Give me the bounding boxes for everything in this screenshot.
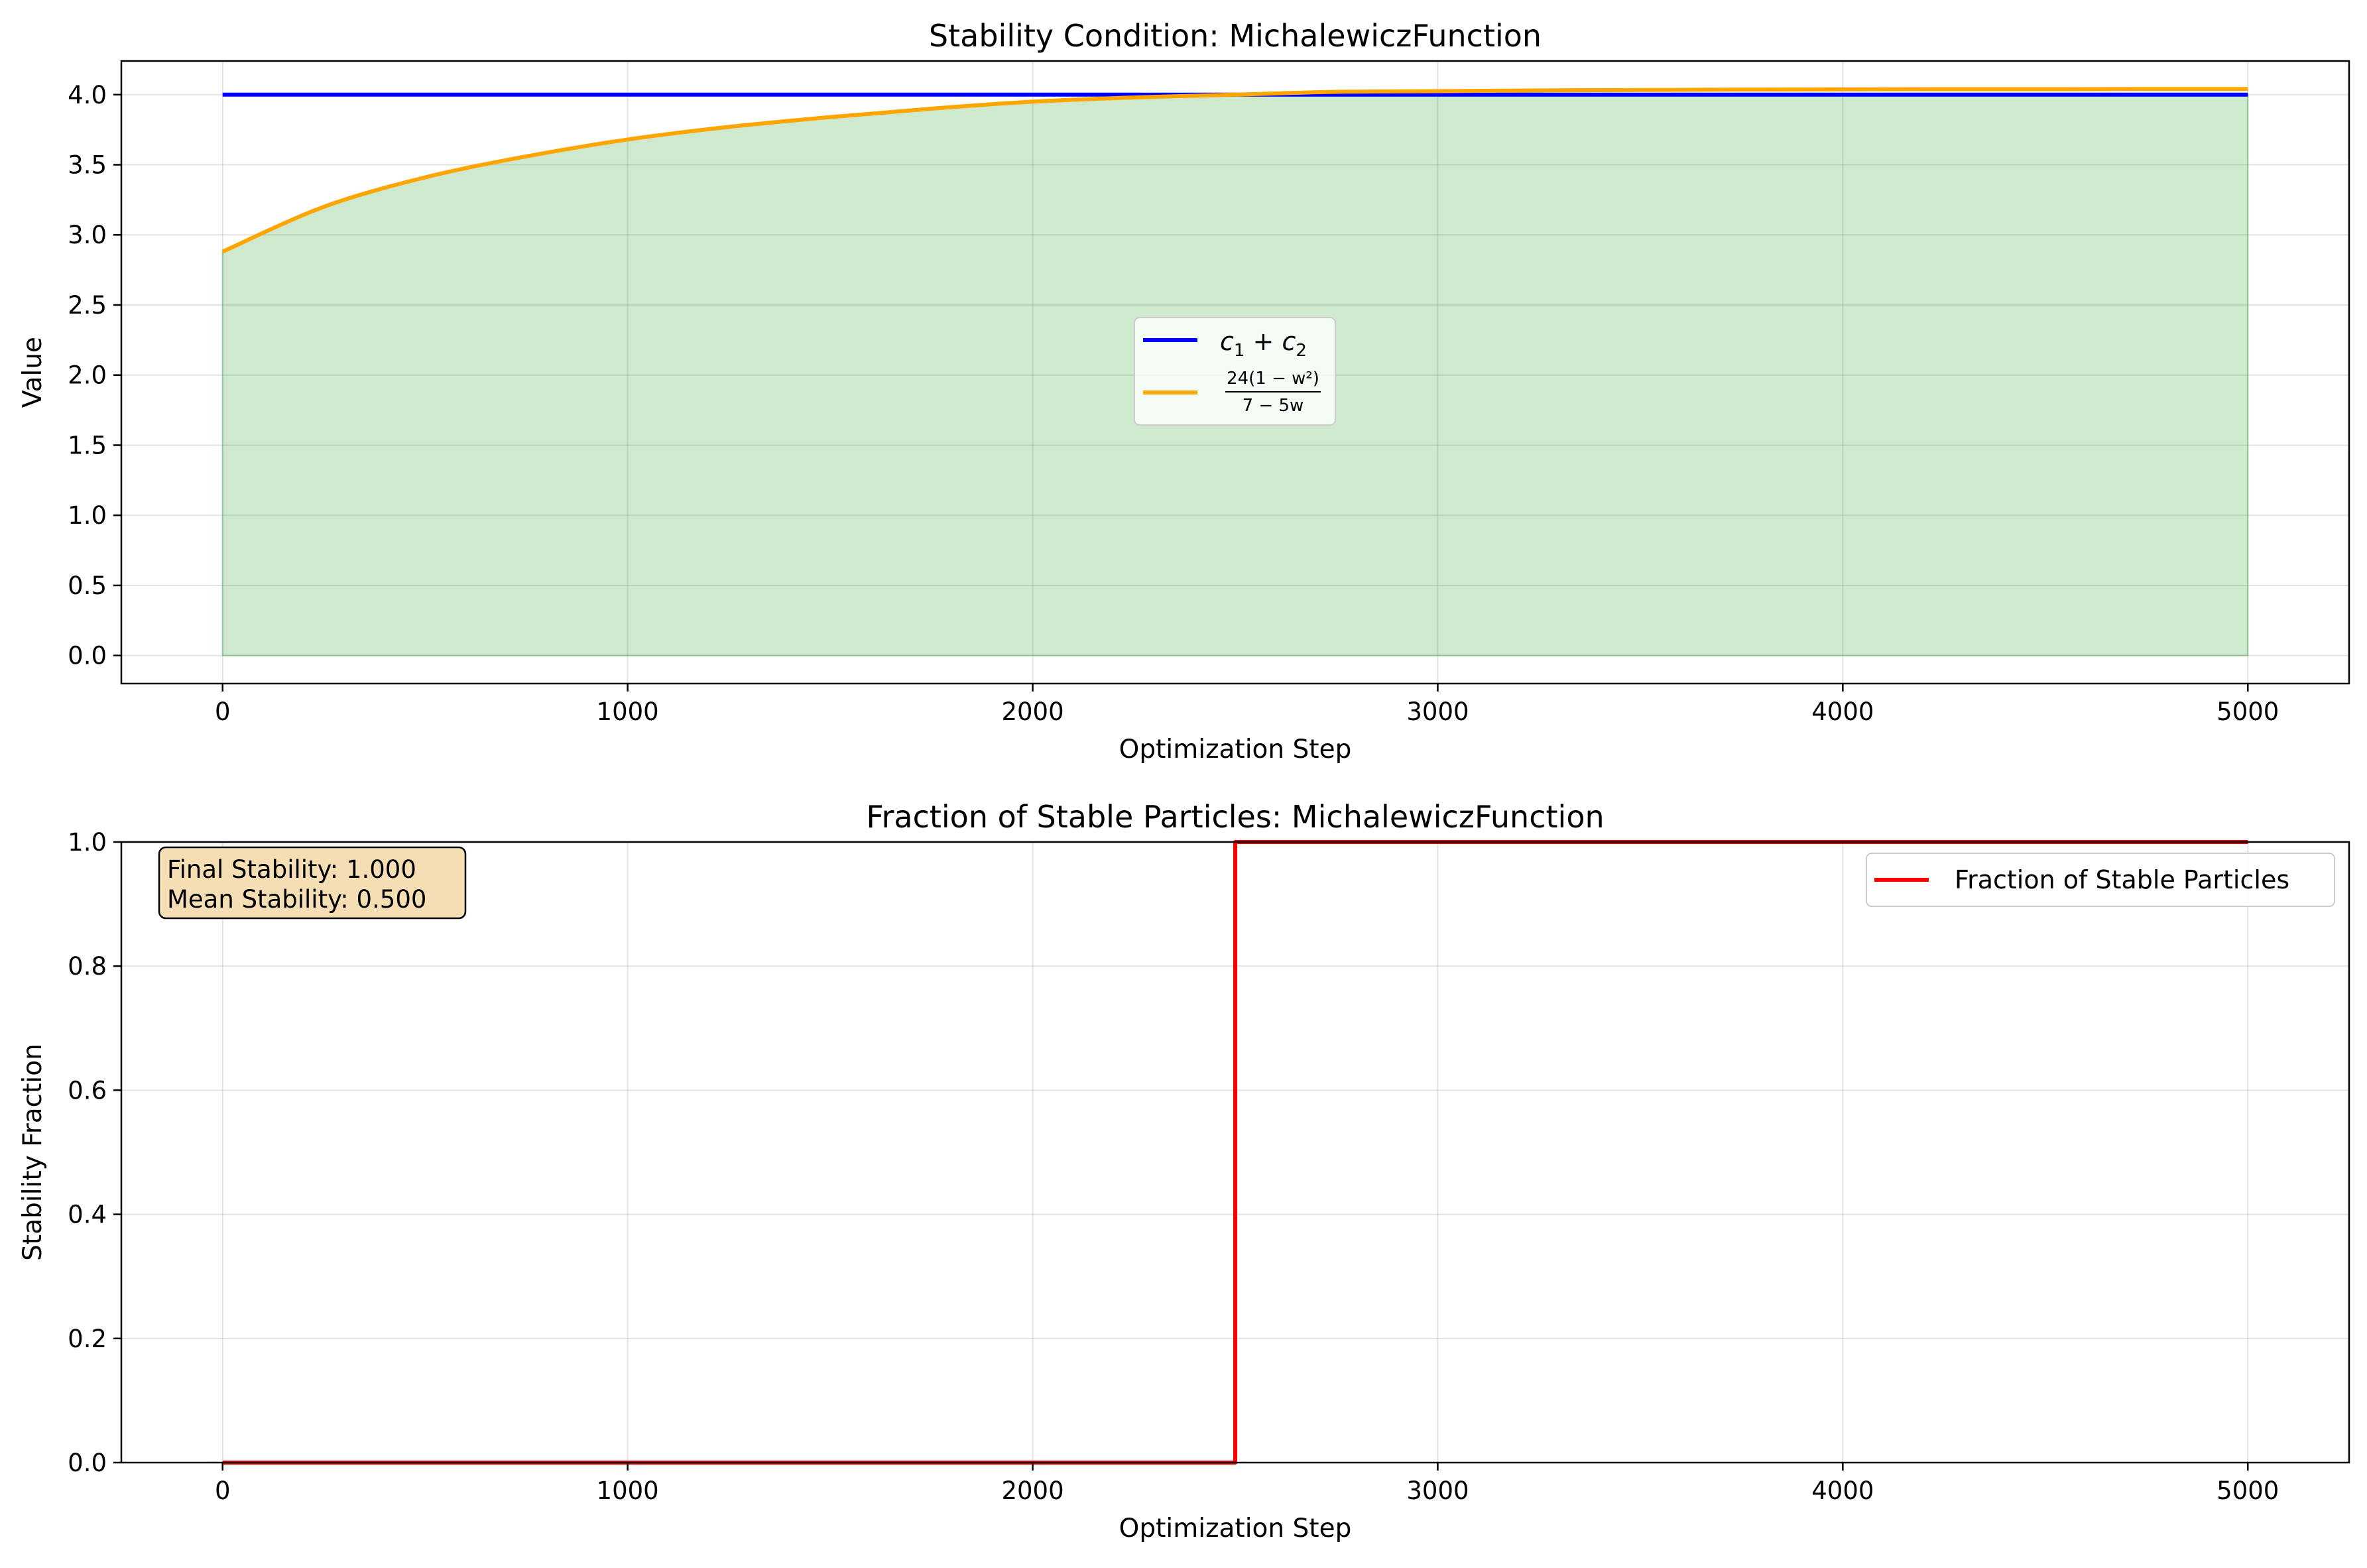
- legend-label-ratio-numerator: 24(1 − w²): [1227, 369, 1319, 389]
- axes-frame: [120, 841, 2350, 1464]
- final-stability-text: Final Stability: 1.000: [167, 855, 416, 884]
- y-axis-label: Value: [18, 337, 48, 408]
- legend: c1 + c2 24(1 − w²) 7 − 5w: [1134, 317, 1336, 426]
- y-tick-label: 0.4: [68, 1201, 107, 1229]
- x-tick-label: 3000: [1406, 1477, 1469, 1505]
- y-tick-label: 0.2: [68, 1325, 107, 1353]
- x-tick-label: 0: [215, 1477, 231, 1505]
- y-tick-label: 3.0: [68, 221, 107, 249]
- stability-condition-plot: 0 1000 2000 3000 4000 5000 0.0 0.5 1.0 1.5 2.0 2.5…: [18, 18, 2350, 764]
- legend-label-stable-fraction: Fraction of Stable Particles: [1955, 865, 2289, 894]
- y-tick-label: 3.5: [68, 151, 107, 180]
- x-tick-label: 4000: [1811, 697, 1874, 726]
- legend: Fraction of Stable Particles: [1866, 853, 2335, 907]
- y-tick-label: 1.5: [68, 431, 107, 459]
- x-axis-label: Optimization Step: [1119, 735, 1352, 764]
- y-tick-label: 0.0: [68, 1449, 107, 1477]
- chart-title: Stability Condition: MichalewiczFunction: [929, 18, 1542, 54]
- y-tick-label: 4.0: [68, 81, 107, 109]
- y-tick-label: 0.5: [68, 572, 107, 600]
- axes-frame: [120, 60, 2350, 685]
- x-tick-label: 1000: [597, 1477, 659, 1505]
- stats-box-background: [158, 846, 467, 920]
- y-tick-label: 0.6: [68, 1076, 107, 1105]
- legend-box: [1134, 317, 1336, 426]
- x-tick-label: 5000: [2216, 697, 2279, 726]
- x-tick-label: 4000: [1811, 1477, 1874, 1505]
- series-lines: [221, 87, 2248, 254]
- y-axis-ticks: 0.0 0.2 0.4 0.6 0.8 1.0: [68, 828, 121, 1477]
- y-axis-label: Stability Fraction: [18, 1044, 48, 1261]
- x-axis-ticks: 0 1000 2000 3000 4000 5000: [215, 684, 2279, 726]
- y-tick-label: 1.0: [68, 501, 107, 530]
- mean-stability-text: Mean Stability: 0.500: [167, 885, 426, 914]
- x-tick-label: 1000: [597, 697, 659, 726]
- x-axis-ticks: 0 1000 2000 3000 4000 5000: [215, 1463, 2279, 1505]
- x-tick-label: 5000: [2216, 1477, 2279, 1505]
- legend-label-c1-c2: c1 + c2: [1220, 327, 1307, 361]
- y-axis-ticks: 0.0 0.5 1.0 1.5 2.0 2.5 3.0 3.5 4.0: [68, 81, 121, 670]
- x-tick-label: 2000: [1001, 697, 1063, 726]
- series-line-1: [221, 87, 2248, 254]
- y-tick-label: 1.0: [68, 828, 107, 857]
- stability-stats-box: Final Stability: 1.000 Mean Stability: 0…: [158, 846, 467, 920]
- y-tick-label: 2.5: [68, 291, 107, 320]
- stable-particles-plot: 0 1000 2000 3000 4000 5000 0.0 0.2 0.4 0.6 0.8 1.0…: [18, 799, 2350, 1543]
- chart-title: Fraction of Stable Particles: Michalewic…: [866, 799, 1604, 835]
- y-tick-label: 0.0: [68, 642, 107, 670]
- x-tick-label: 0: [215, 697, 231, 726]
- legend-box: [1866, 853, 2335, 907]
- y-tick-label: 0.8: [68, 952, 107, 981]
- x-axis-label: Optimization Step: [1119, 1514, 1352, 1543]
- x-tick-label: 2000: [1001, 1477, 1063, 1505]
- y-tick-label: 2.0: [68, 361, 107, 390]
- x-tick-label: 3000: [1406, 697, 1469, 726]
- legend-label-ratio-denominator: 7 − 5w: [1243, 396, 1304, 416]
